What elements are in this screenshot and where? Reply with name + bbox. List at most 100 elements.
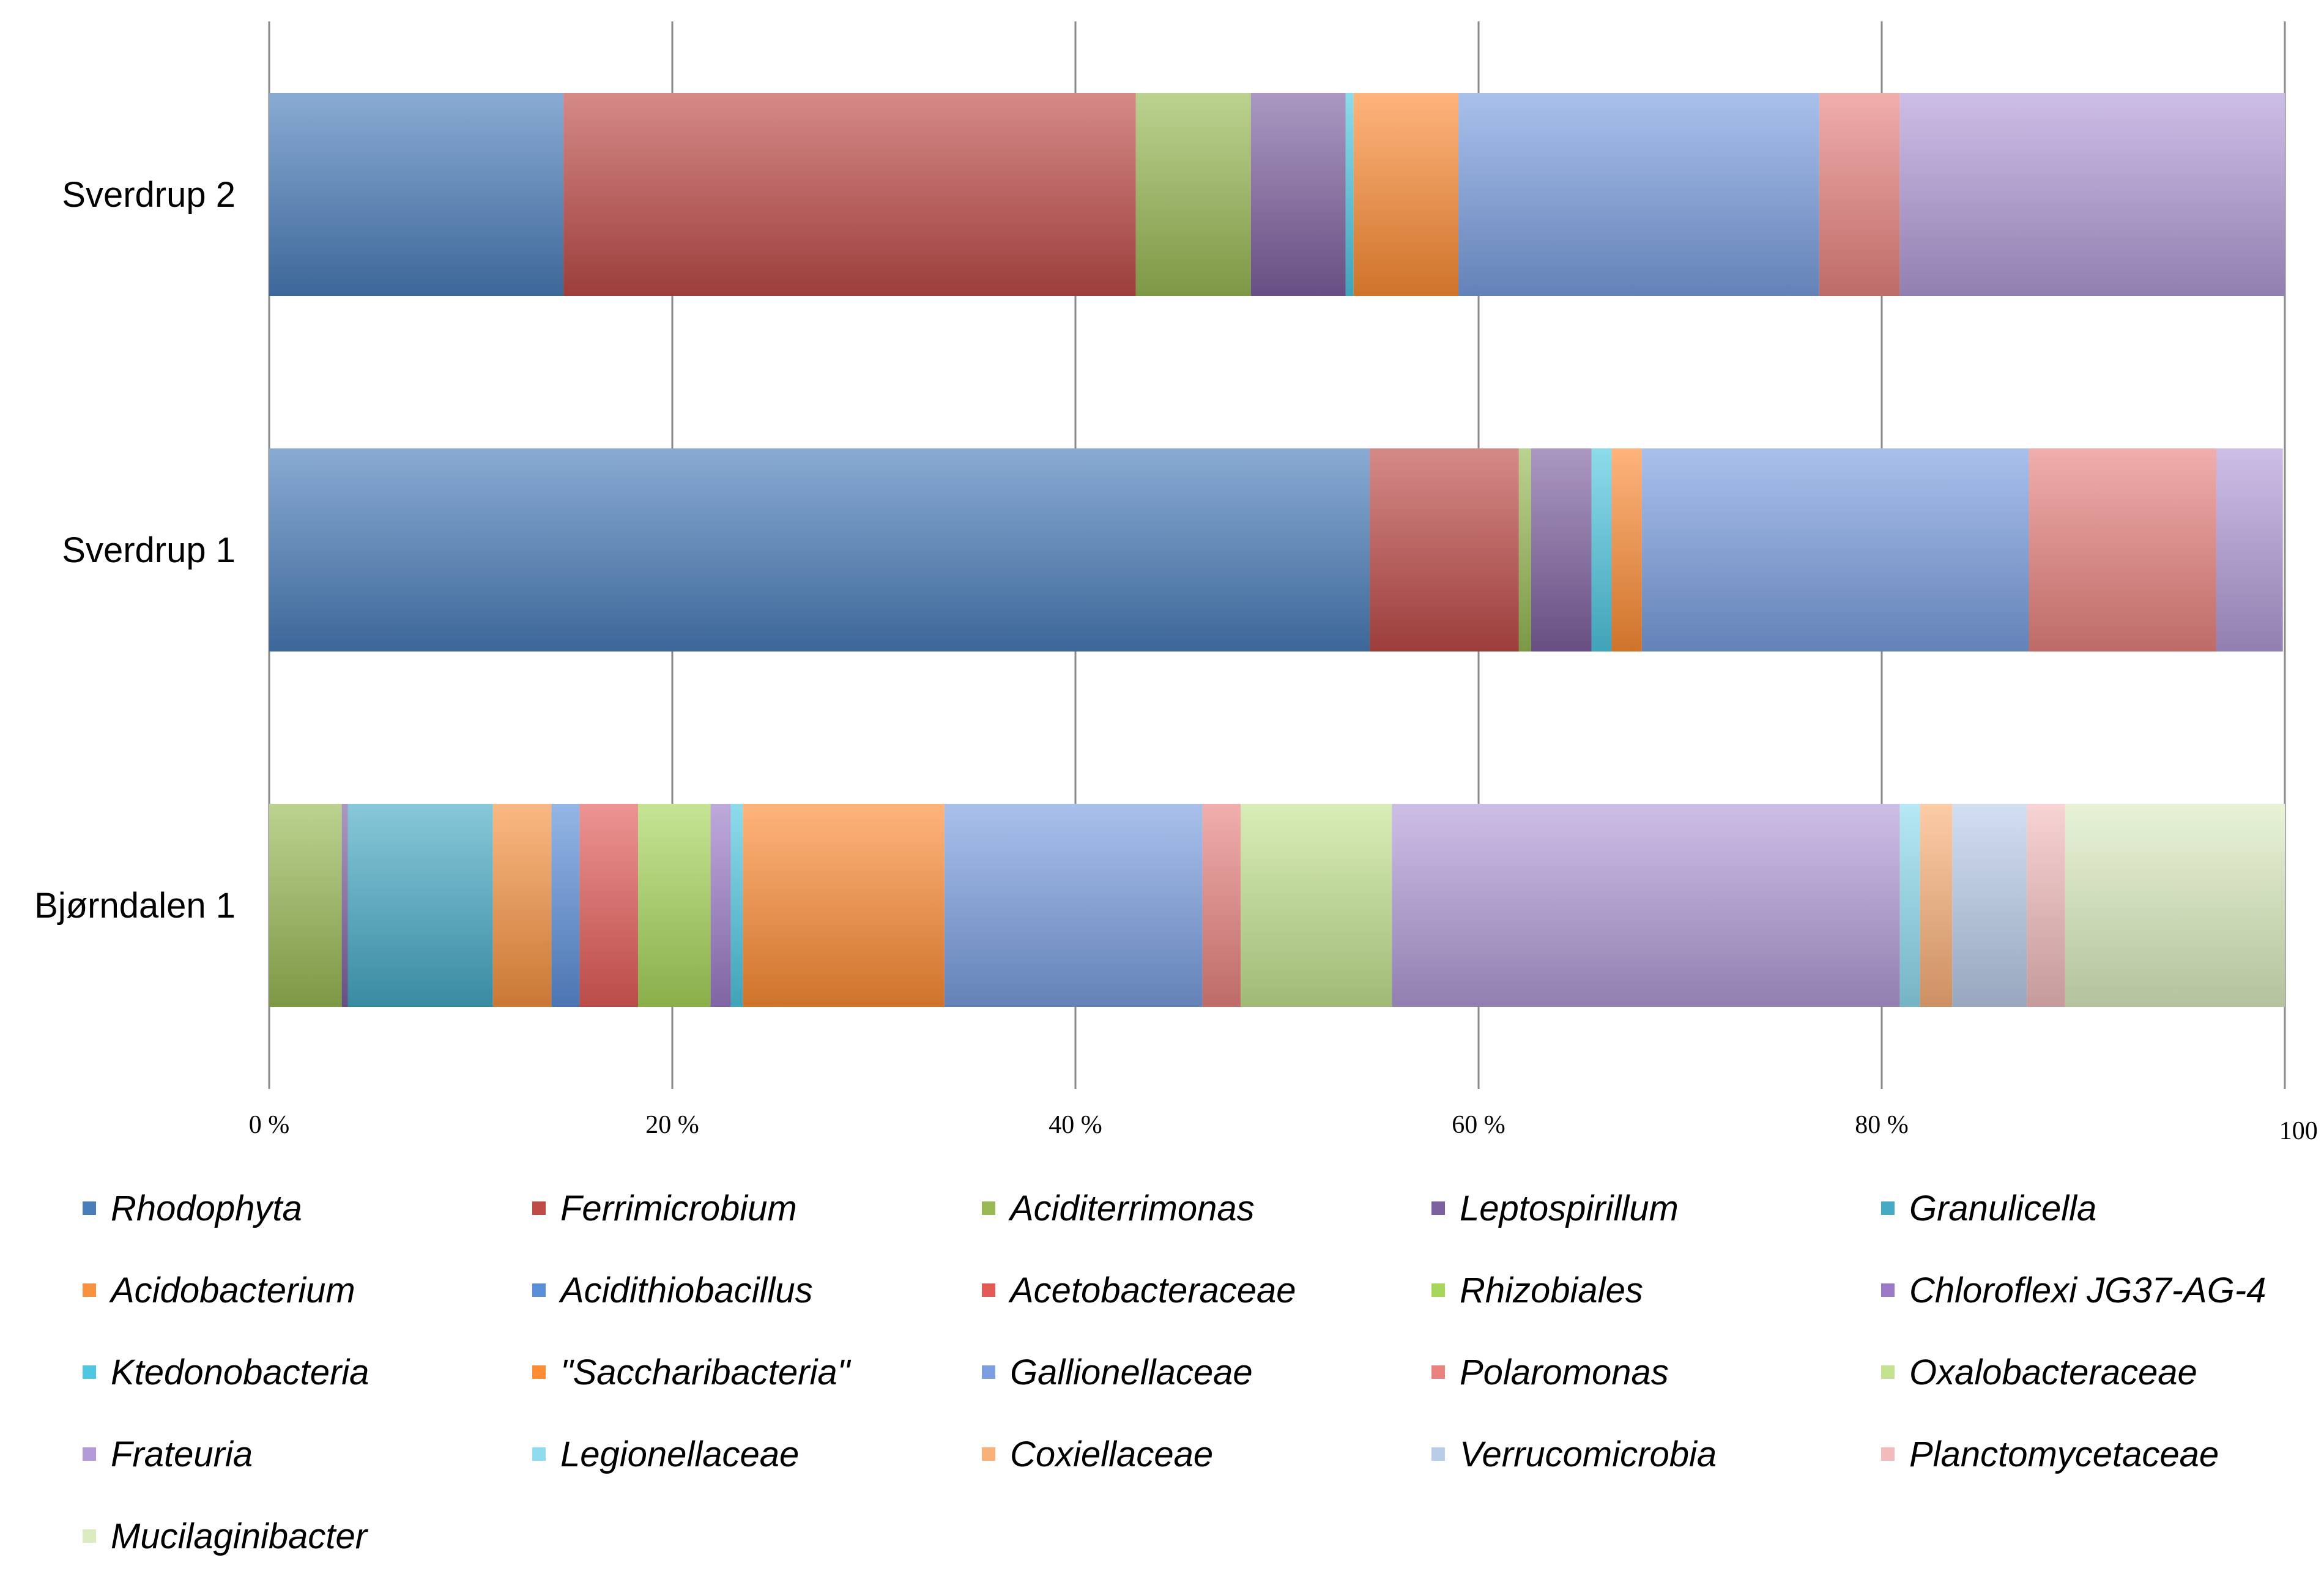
bar-segment: [492, 804, 552, 1007]
bar-segment: [1611, 448, 1642, 652]
bar-segment: [2029, 448, 2216, 652]
bar-segment: [1518, 448, 1531, 652]
legend-item: Acetobacteraceae: [982, 1263, 1431, 1318]
bar-segment: [944, 804, 1203, 1007]
bar-segment: [1899, 93, 2285, 296]
legend-swatch: [1881, 1365, 1895, 1379]
legend-swatch: [1431, 1283, 1445, 1297]
legend-label: Ktedonobacteria: [111, 1352, 369, 1392]
bar-segment: [579, 804, 638, 1007]
legend-item: Ferrimicrobium: [532, 1181, 982, 1236]
legend-item: Rhodophyta: [83, 1181, 532, 1236]
legend-label: Ferrimicrobium: [560, 1188, 797, 1228]
legend-item: Granulicella: [1881, 1181, 2324, 1236]
bar-segment: [2216, 448, 2283, 652]
legend-swatch: [1881, 1283, 1895, 1297]
legend-label: Mucilaginibacter: [111, 1516, 368, 1556]
bar-segment: [1370, 448, 1519, 652]
legend-label: Rhodophyta: [111, 1188, 302, 1228]
legend-swatch: [532, 1201, 546, 1215]
bar-segment: [1202, 804, 1241, 1007]
bar-segment: [2027, 804, 2065, 1007]
bar-segment: [341, 804, 348, 1007]
bar-segment: [1392, 804, 1900, 1007]
legend-swatch: [83, 1283, 96, 1297]
stacked-bar-chart: Sverdrup 2 Sverdrup 1 Bjørndalen 1 0 % 20 %…: [34, 21, 2324, 1145]
x-tick-label: 20 %: [645, 1111, 699, 1139]
bar-segment: [563, 93, 1136, 296]
legend-item: Mucilaginibacter: [83, 1509, 532, 1564]
legend-swatch: [1431, 1201, 1445, 1215]
legend-item: Planctomycetaceae: [1881, 1427, 2324, 1482]
x-tick-label: 40 %: [1049, 1111, 1102, 1139]
bar-segment: [2065, 804, 2285, 1007]
bar-segment: [1458, 93, 1819, 296]
bar-segment: [1819, 93, 1900, 296]
legend-label: Leptospirillum: [1460, 1188, 1679, 1228]
legend-item: Ktedonobacteria: [83, 1345, 532, 1400]
legend-swatch: [982, 1365, 995, 1379]
legend-label: Gallionellaceae: [1010, 1352, 1253, 1392]
legend: Rhodophyta Ferrimicrobium Aciditerrimonas L…: [83, 1181, 2309, 1564]
bar-segment: [347, 804, 493, 1007]
legend-swatch: [1881, 1201, 1895, 1215]
legend-swatch: [83, 1447, 96, 1461]
bar-segment: [1353, 93, 1459, 296]
legend-swatch: [1431, 1365, 1445, 1379]
bar-segment: [1952, 804, 2027, 1007]
legend-label: "Saccharibacteria": [560, 1352, 850, 1392]
legend-item: Acidithiobacillus: [532, 1263, 982, 1318]
legend-label: Coxiellaceae: [1010, 1434, 1214, 1474]
category-label: Sverdrup 1: [62, 530, 236, 570]
legend-swatch: [1881, 1447, 1895, 1461]
legend-label: Acidobacterium: [111, 1270, 355, 1310]
legend-item: "Saccharibacteria": [532, 1345, 982, 1400]
legend-swatch: [532, 1447, 546, 1461]
legend-item: Frateuria: [83, 1427, 532, 1482]
bar-segment: [1641, 448, 2029, 652]
legend-label: Verrucomicrobia: [1460, 1434, 1717, 1474]
legend-swatch: [1431, 1447, 1445, 1461]
legend-label: Oxalobacteraceae: [1909, 1352, 2197, 1392]
legend-item: Aciditerrimonas: [982, 1181, 1431, 1236]
bar-segment: [743, 804, 945, 1007]
bar-segment: [1241, 804, 1392, 1007]
bar-segment: [710, 804, 731, 1007]
bars: [269, 93, 2285, 1007]
legend-swatch: [83, 1365, 96, 1379]
legend-label: Legionellaceae: [560, 1434, 800, 1474]
bar-segment: [637, 804, 711, 1007]
category-label: Bjørndalen 1: [34, 886, 236, 926]
x-tick-label: 60 %: [1452, 1111, 1505, 1139]
legend-item: Legionellaceae: [532, 1427, 982, 1482]
legend-item: Coxiellaceae: [982, 1427, 1431, 1482]
legend-swatch: [982, 1283, 995, 1297]
legend-swatch: [83, 1529, 96, 1543]
legend-label: Granulicella: [1909, 1188, 2097, 1228]
legend-item: Rhizobiales: [1431, 1263, 1881, 1318]
legend-swatch: [83, 1201, 96, 1215]
legend-label: Rhizobiales: [1460, 1270, 1643, 1310]
legend-swatch: [982, 1201, 995, 1215]
bar-segment: [1345, 93, 1354, 296]
bar-segment: [1920, 804, 1953, 1007]
legend-swatch: [982, 1447, 995, 1461]
legend-item: Verrucomicrobia: [1431, 1427, 1881, 1482]
bar-segment: [269, 448, 1370, 652]
bar-segment: [1591, 448, 1612, 652]
legend-label: Polaromonas: [1460, 1352, 1669, 1392]
x-tick-label: 80 %: [1855, 1111, 1909, 1139]
x-tick-label: 0 %: [249, 1111, 290, 1139]
legend-label: Frateuria: [111, 1434, 253, 1474]
category-labels: Sverdrup 2 Sverdrup 1 Bjørndalen 1: [34, 175, 236, 926]
bar-segment: [1531, 448, 1592, 652]
legend-label: Acetobacteraceae: [1010, 1270, 1296, 1310]
category-label: Sverdrup 2: [62, 175, 236, 215]
legend-item: Polaromonas: [1431, 1345, 1881, 1400]
x-tick-label: 100 %: [2279, 1117, 2324, 1145]
legend-item: Acidobacterium: [83, 1263, 532, 1318]
legend-item: Leptospirillum: [1431, 1181, 1881, 1236]
legend-label: Aciditerrimonas: [1010, 1188, 1255, 1228]
legend-label: Chloroflexi JG37-AG-4: [1909, 1270, 2266, 1310]
bar-segment: [730, 804, 743, 1007]
